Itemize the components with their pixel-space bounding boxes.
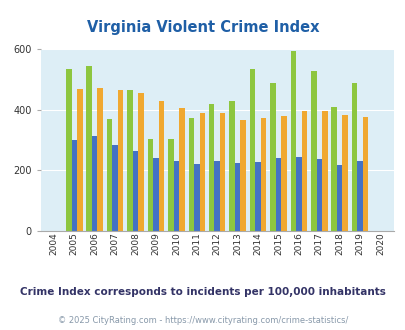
Bar [270, 83, 275, 231]
Bar [97, 88, 103, 231]
Bar [168, 139, 173, 231]
Bar [138, 93, 143, 231]
Bar [362, 116, 367, 231]
Bar [194, 164, 199, 231]
Bar [179, 109, 184, 231]
Bar [356, 160, 362, 231]
Bar [336, 165, 342, 231]
Bar [173, 160, 179, 231]
Bar [290, 51, 295, 231]
Bar [158, 101, 164, 231]
Bar [275, 158, 281, 231]
Bar [316, 159, 321, 231]
Bar [330, 107, 336, 231]
Bar [71, 140, 77, 231]
Bar [86, 66, 92, 231]
Bar [321, 111, 327, 231]
Bar [281, 116, 286, 231]
Bar [260, 117, 266, 231]
Bar [117, 90, 123, 231]
Bar [351, 83, 356, 231]
Bar [240, 120, 245, 231]
Bar [214, 161, 220, 231]
Bar [77, 89, 82, 231]
Bar [199, 113, 205, 231]
Bar [229, 101, 234, 231]
Bar [147, 139, 153, 231]
Bar [209, 104, 214, 231]
Bar [255, 162, 260, 231]
Bar [220, 113, 225, 231]
Text: © 2025 CityRating.com - https://www.cityrating.com/crime-statistics/: © 2025 CityRating.com - https://www.city… [58, 315, 347, 325]
Bar [112, 145, 117, 231]
Bar [342, 115, 347, 231]
Bar [234, 163, 240, 231]
Bar [188, 117, 194, 231]
Bar [127, 90, 132, 231]
Bar [132, 151, 138, 231]
Bar [153, 158, 158, 231]
Bar [295, 157, 301, 231]
Text: Crime Index corresponds to incidents per 100,000 inhabitants: Crime Index corresponds to incidents per… [20, 287, 385, 297]
Text: Virginia Violent Crime Index: Virginia Violent Crime Index [87, 20, 318, 35]
Bar [249, 69, 255, 231]
Bar [92, 136, 97, 231]
Bar [301, 111, 307, 231]
Bar [310, 71, 316, 231]
Bar [66, 69, 71, 231]
Bar [107, 119, 112, 231]
